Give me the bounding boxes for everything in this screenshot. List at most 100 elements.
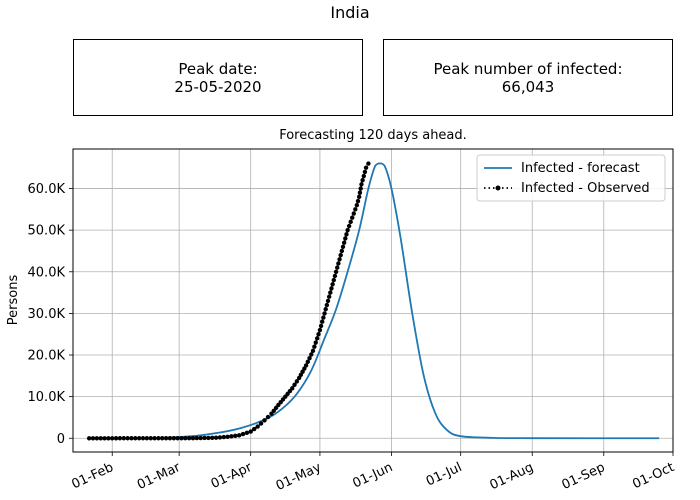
observed-point	[117, 436, 123, 441]
observed-point	[217, 435, 223, 440]
observed-point	[345, 227, 350, 233]
x-tick-label: 01-Sep	[560, 460, 608, 493]
observed-point	[121, 436, 126, 441]
legend-frame	[476, 154, 666, 202]
observed-point	[106, 436, 111, 441]
x-tick-label: 01-Aug	[488, 460, 536, 493]
legend-forecast-label: Infected - forecast	[521, 161, 640, 176]
observed-point	[363, 165, 369, 170]
observed-point	[86, 436, 92, 441]
axis-layer: 0 10.0K 20.0K 30.0K 40.0K 50.0K 60.0K 01-Feb 01-…	[28, 182, 677, 494]
peak-count-label: Peak number of infected:	[433, 59, 623, 78]
observed-point	[233, 433, 238, 439]
observed-point	[366, 161, 371, 166]
observed-point	[326, 294, 332, 299]
observed-point	[317, 327, 323, 333]
observed-point	[357, 190, 363, 195]
observed-point	[262, 418, 267, 423]
observed-point	[133, 436, 138, 441]
observed-point	[160, 436, 165, 441]
y-tick-label: 60.0K	[28, 182, 66, 197]
observed-point	[110, 436, 115, 441]
forecast-line	[89, 162, 660, 440]
observed-point	[225, 434, 230, 439]
y-tick-label: 10.0K	[28, 390, 66, 405]
observed-point	[361, 173, 366, 179]
observed-point	[198, 435, 203, 441]
observed-point	[335, 265, 340, 270]
observed-point	[113, 436, 119, 441]
observed-point	[167, 436, 173, 441]
observed-point	[350, 215, 355, 220]
observed-point	[294, 379, 300, 384]
observed-point	[360, 178, 365, 183]
observed-point	[310, 348, 316, 354]
peak-count-value: 66,043	[501, 77, 555, 96]
x-tick-label: 01-Jul	[424, 460, 464, 490]
observed-point	[320, 319, 325, 324]
x-tick-label: 01-Jun	[350, 460, 395, 491]
observed-point	[346, 223, 352, 229]
x-tick-label: 01-Mar	[135, 460, 183, 493]
observed-point	[303, 363, 309, 368]
observed-point	[316, 332, 321, 337]
observed-point	[186, 435, 192, 441]
observed-point	[183, 436, 188, 441]
peak-date-label: Peak date:	[178, 59, 258, 78]
observed-point	[140, 436, 146, 441]
observed-point	[344, 232, 349, 237]
observed-point	[354, 202, 360, 208]
observed-point	[313, 340, 318, 345]
observed-point	[194, 435, 200, 441]
observed-point	[125, 436, 130, 441]
observed-point	[343, 236, 348, 241]
peak-date-value: 25-05-2020	[174, 77, 262, 96]
plot-frame	[72, 148, 674, 453]
observed-point	[136, 436, 142, 441]
observed-point	[102, 436, 107, 441]
y-tick-label: 50.0K	[28, 224, 66, 239]
observed-point	[156, 436, 161, 441]
observed-point	[314, 336, 320, 341]
observed-point	[236, 433, 242, 438]
observed-point	[338, 252, 343, 258]
observed-point	[129, 436, 134, 441]
observed-point	[202, 435, 207, 441]
y-tick-label: 0	[57, 432, 65, 447]
observed-point	[323, 307, 328, 312]
observed-point	[328, 290, 333, 295]
observed-point	[292, 382, 297, 388]
observed-point	[213, 435, 219, 440]
observed-point	[152, 436, 157, 441]
x-tick-label: 01-Apr	[209, 460, 255, 492]
peak-count-box: Peak number of infected: 66,043	[383, 39, 673, 116]
observed-point	[309, 352, 314, 357]
observed-point	[90, 436, 96, 441]
observed-point	[221, 434, 226, 440]
observed-point	[318, 323, 324, 329]
peak-date-box: Peak date: 25-05-2020	[73, 39, 363, 116]
series-layer	[86, 161, 660, 441]
observed-point	[337, 257, 342, 262]
observed-point	[206, 435, 211, 441]
observed-point	[175, 436, 180, 441]
observed-point	[171, 436, 176, 441]
observed-point	[331, 277, 336, 283]
x-tick-label: 01-Feb	[69, 460, 115, 492]
observed-point	[325, 298, 331, 304]
observed-point	[179, 436, 184, 441]
observed-point	[290, 386, 295, 391]
x-tick-label: 01-May	[274, 460, 324, 494]
observed-point	[356, 194, 362, 200]
observed-point	[333, 269, 339, 274]
figure-title: India	[330, 3, 370, 22]
observed-point	[148, 436, 153, 441]
y-tick-label: 20.0K	[28, 349, 66, 364]
observed-point	[336, 261, 341, 266]
observed-point	[307, 355, 312, 361]
observed-point	[348, 219, 353, 225]
observed-point	[340, 244, 346, 250]
observed-point	[163, 436, 169, 441]
observed-point	[341, 240, 347, 245]
